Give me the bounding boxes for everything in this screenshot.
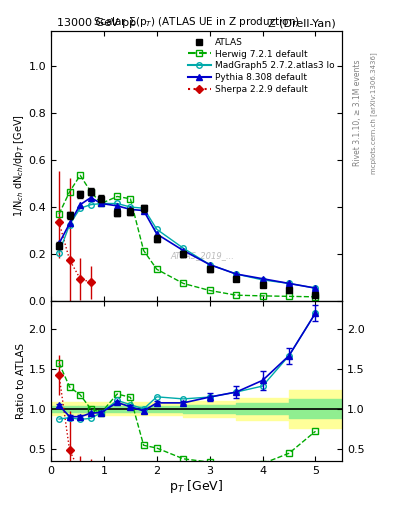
Text: mcplots.cern.ch [arXiv:1306.3436]: mcplots.cern.ch [arXiv:1306.3436]: [370, 52, 377, 174]
Title: Scalar $\Sigma$(p$_T$) (ATLAS UE in Z production): Scalar $\Sigma$(p$_T$) (ATLAS UE in Z pr…: [93, 15, 300, 29]
Text: 13000 GeV pp: 13000 GeV pp: [57, 18, 136, 28]
Y-axis label: 1/N$_{ch}$ dN$_{ch}$/dp$_T$ [GeV]: 1/N$_{ch}$ dN$_{ch}$/dp$_T$ [GeV]: [12, 115, 26, 217]
Text: Z (Drell-Yan): Z (Drell-Yan): [268, 18, 336, 28]
Text: ATLAS_2019_...: ATLAS_2019_...: [171, 251, 234, 261]
Legend: ATLAS, Herwig 7.2.1 default, MadGraph5 2.7.2.atlas3 lo, Pythia 8.308 default, Sh: ATLAS, Herwig 7.2.1 default, MadGraph5 2…: [185, 35, 338, 96]
Y-axis label: Ratio to ATLAS: Ratio to ATLAS: [16, 343, 26, 419]
X-axis label: p$_T$ [GeV]: p$_T$ [GeV]: [169, 478, 224, 496]
Text: Rivet 3.1.10, ≥ 3.1M events: Rivet 3.1.10, ≥ 3.1M events: [353, 59, 362, 166]
